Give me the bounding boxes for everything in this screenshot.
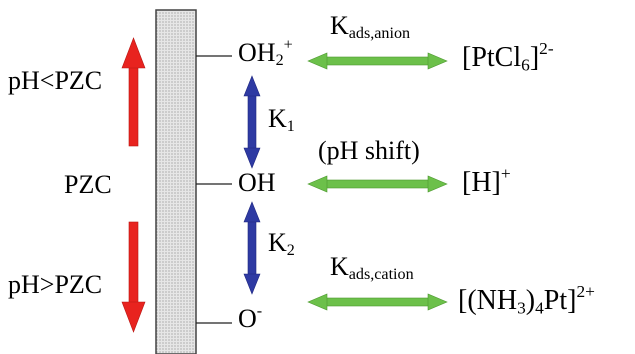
- k1-subscript: 1: [286, 118, 295, 136]
- ph-above-pzc-label: pH>PZC: [8, 270, 103, 299]
- k1-label: K1: [268, 104, 295, 136]
- nh3pt-subscript-4: 4: [535, 298, 544, 318]
- ptcl6-open: [PtCl: [462, 42, 522, 73]
- oh-species: OH: [238, 168, 276, 197]
- blue-arrow-k1: [243, 75, 261, 169]
- proton-species: [H]+: [462, 165, 511, 198]
- nh3pt-subscript-3: 3: [517, 298, 526, 318]
- tetraammine-pt-cation: [(NH3)4Pt]2+: [458, 283, 595, 318]
- oxide-surface: [155, 9, 197, 354]
- nh3pt-charge: 2+: [576, 281, 595, 301]
- kads-cation-subscript: ads,cation: [348, 266, 414, 284]
- nh3pt-tail: Pt]: [543, 285, 577, 316]
- ph-below-pzc-label: pH<PZC: [8, 66, 103, 95]
- k2-subscript: 2: [286, 242, 295, 260]
- proton-base: [H]: [462, 167, 501, 198]
- green-arrow-cation: [307, 293, 448, 311]
- green-arrow-proton: [307, 175, 448, 193]
- oh2-plus-species: OH2+: [238, 36, 293, 70]
- k2-label: K2: [268, 228, 295, 260]
- oh2-base: OH: [238, 38, 276, 67]
- ptcl6-subscript: 6: [521, 55, 530, 75]
- k2-base: K: [268, 228, 287, 257]
- ptcl6-anion: [PtCl6]2-: [462, 40, 554, 75]
- ph-shift-label: (pH shift): [318, 136, 420, 165]
- red-arrow-down: [121, 221, 146, 333]
- ptcl6-charge: 2-: [539, 38, 554, 58]
- proton-charge: +: [500, 163, 511, 183]
- oh2-charge: +: [283, 36, 293, 54]
- o-minus-species: O-: [238, 302, 263, 333]
- nh3pt-close: ): [525, 285, 536, 316]
- green-arrow-anion: [307, 52, 448, 70]
- kads-anion-subscript: ads,anion: [348, 25, 411, 43]
- kads-cation-label: Kads,cation: [330, 252, 414, 284]
- k1-base: K: [268, 104, 287, 133]
- blue-arrow-k2: [243, 201, 261, 295]
- oh2-subscript: 2: [275, 52, 284, 70]
- pzc-label: PZC: [64, 170, 112, 199]
- kads-anion-base: K: [330, 11, 349, 40]
- o-base: O: [238, 304, 257, 333]
- red-arrow-up: [121, 37, 146, 147]
- nh3pt-open: [(NH: [458, 285, 518, 316]
- kads-cation-base: K: [330, 252, 349, 281]
- kads-anion-label: Kads,anion: [330, 11, 411, 43]
- o-charge: -: [256, 302, 263, 320]
- ptcl6-close: ]: [529, 42, 540, 73]
